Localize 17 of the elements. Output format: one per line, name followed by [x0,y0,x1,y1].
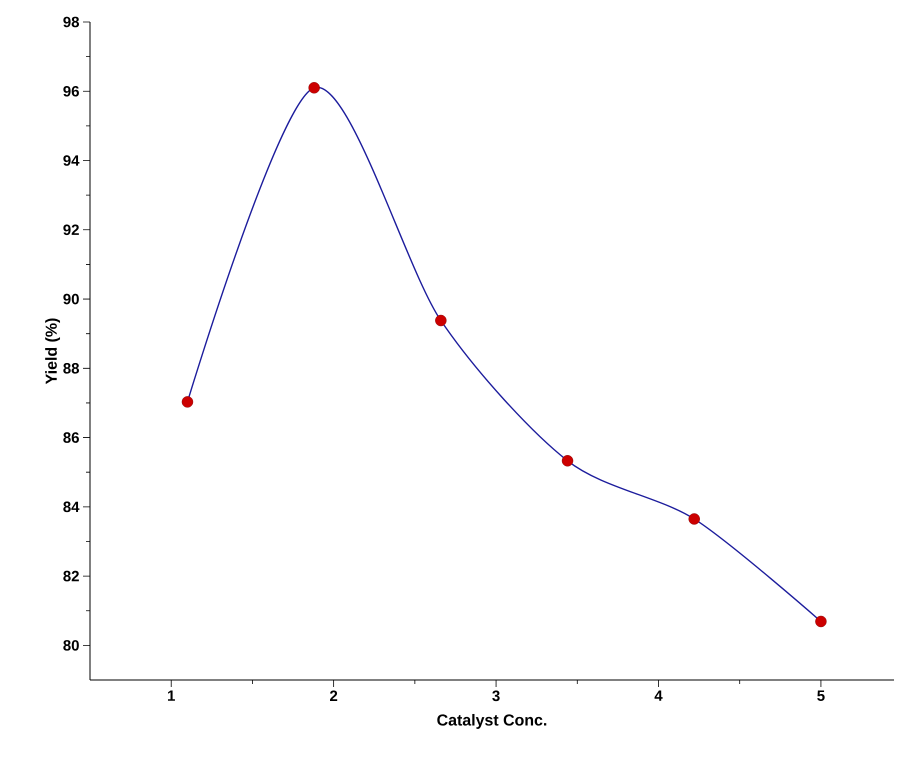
y-tick-label: 82 [63,570,79,582]
y-tick-label: 94 [63,155,80,166]
y-tick-label: 98 [63,16,80,28]
y-tick-label: 92 [63,224,79,236]
y-tick-label: 80 [63,640,79,651]
x-tick-label: 5 [817,690,825,701]
x-tick-label: 3 [492,690,500,702]
x-axis-title: Catalyst Conc. [437,714,546,729]
y-tick-label: 86 [63,432,79,443]
y-tick-label: 84 [63,502,80,512]
y-tick-label: 96 [63,86,79,97]
y-tick-label: 88 [63,363,80,374]
y-tick-label: 90 [63,294,79,304]
x-tick-label: 4 [654,690,663,701]
y-axis-title: Yield (%) [45,318,60,384]
x-tick-label: 2 [330,690,338,701]
x-tick-label: 1 [168,690,175,701]
